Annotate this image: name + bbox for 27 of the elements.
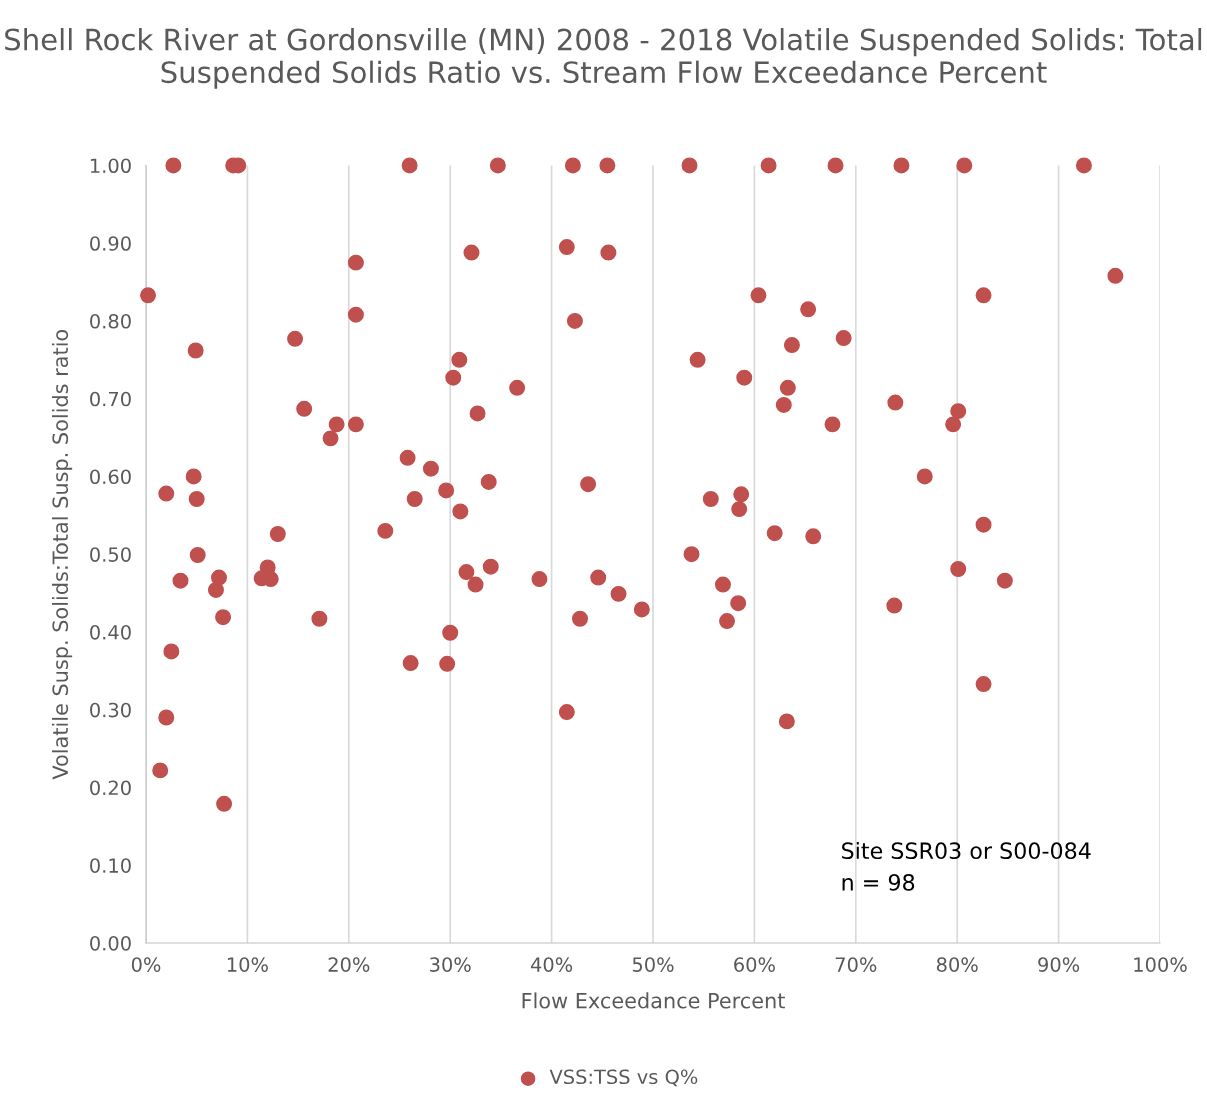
- x-tick-label: 80%: [936, 957, 978, 972]
- y-tick-label: 0.50: [90, 547, 131, 562]
- y-tick-label: 1.00: [90, 158, 131, 174]
- y-tick-label: 0.00: [90, 935, 131, 951]
- x-tick-label: 100%: [1134, 957, 1187, 972]
- x-tick-label: 40%: [530, 957, 573, 972]
- x-tick-label: 90%: [1038, 957, 1080, 972]
- y-tick-label: 0.10: [90, 858, 131, 873]
- y-tick-label: 0.60: [90, 469, 131, 485]
- chart-title: Shell Rock River at Gordonsville (MN) 2008 - 2018 Volatile Suspended Solids: Total Suspended Solids Ratio vs. Stream Flow Exceedance Percent: [5, 27, 1202, 89]
- y-tick-label: 0.30: [90, 702, 131, 718]
- y-tick-label: 0.90: [90, 236, 131, 251]
- annotation: Site SSR03 or S00-084 n = 98: [842, 841, 1091, 891]
- y-axis-title: Volatile Susp. Solids:Total Susp. Solids ratio: [51, 329, 73, 780]
- x-tick-label: 10%: [227, 957, 268, 972]
- y-tick-label: 0.20: [90, 780, 131, 796]
- x-tick-label: 0%: [131, 957, 161, 972]
- y-tick-label: 0.80: [90, 313, 131, 329]
- x-tick-label: 70%: [835, 957, 877, 972]
- y-tick-label: 0.40: [90, 624, 131, 640]
- x-tick-label: 60%: [734, 957, 775, 972]
- y-tick-label: 0.70: [90, 391, 131, 407]
- x-tick-label: 50%: [632, 957, 674, 972]
- x-axis-title: Flow Exceedance Percent: [522, 992, 785, 1009]
- x-tick-label: 30%: [430, 957, 471, 972]
- legend-label: VSS:TSS vs Q%: [549, 1069, 698, 1087]
- x-tick-label: 20%: [328, 957, 370, 972]
